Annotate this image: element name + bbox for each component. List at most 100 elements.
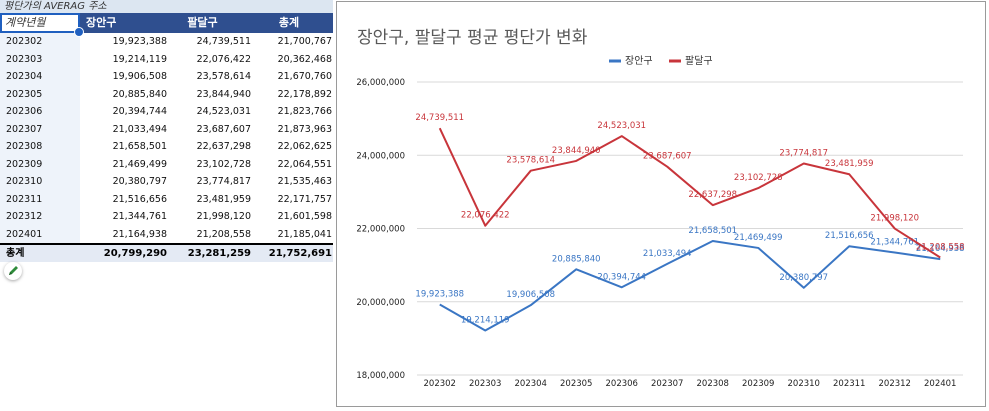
table-row[interactable]: 202312 21,344,761 21,998,120 21,601,598 xyxy=(0,208,333,226)
row-total: 21,700,767 xyxy=(277,36,332,47)
x-tick-label: 202308 xyxy=(697,379,729,389)
row-paldal: 23,481,959 xyxy=(196,193,251,205)
x-tick-label: 202306 xyxy=(606,379,638,389)
x-tick-label: 202309 xyxy=(742,379,774,389)
data-label: 23,102,728 xyxy=(734,173,783,183)
row-paldal: 23,102,728 xyxy=(196,158,251,170)
table-row[interactable]: 202309 21,469,499 23,102,728 22,064,551 xyxy=(0,155,333,173)
chart-title: 장안구, 팔달구 평균 평단가 변화 xyxy=(357,28,588,48)
row-month: 202306 xyxy=(0,103,80,121)
row-total: 22,171,757 xyxy=(277,193,332,205)
row-jangan: 21,033,494 xyxy=(112,123,167,135)
data-label: 22,637,298 xyxy=(688,190,737,200)
data-label: 20,380,797 xyxy=(779,273,828,283)
data-label: 24,523,031 xyxy=(597,121,646,131)
total-all: 21,752,691 xyxy=(268,248,332,259)
row-jangan: 21,164,938 xyxy=(112,228,167,240)
data-label: 21,516,656 xyxy=(825,231,874,241)
x-tick-label: 202305 xyxy=(560,379,592,389)
data-label: 22,076,422 xyxy=(461,211,510,221)
data-label: 21,033,494 xyxy=(643,249,692,259)
row-month: 202310 xyxy=(0,173,80,191)
table-row[interactable]: 202307 21,033,494 23,687,607 21,873,963 xyxy=(0,120,333,138)
row-jangan: 21,344,761 xyxy=(112,211,167,222)
x-tick-label: 202307 xyxy=(651,379,683,389)
row-paldal: 23,844,940 xyxy=(196,88,251,100)
y-tick-label: 24,000,000 xyxy=(356,151,405,161)
row-month: 202303 xyxy=(0,50,80,68)
row-jangan: 19,923,388 xyxy=(112,36,167,47)
data-label: 19,214,119 xyxy=(461,316,510,326)
line-chart: 18,000,000 20,000,000 22,000,000 24,000,000… xyxy=(356,55,965,389)
table-row[interactable]: 202401 21,164,938 21,208,558 21,185,041 xyxy=(0,225,333,243)
row-total: 21,873,963 xyxy=(277,123,332,135)
data-label: 23,774,817 xyxy=(779,148,828,158)
row-jangan: 20,380,797 xyxy=(112,176,167,187)
x-tick-label: 202310 xyxy=(788,379,820,389)
data-label: 23,578,614 xyxy=(506,156,555,166)
data-label: 21,469,499 xyxy=(734,233,783,243)
row-total: 21,670,760 xyxy=(277,71,332,82)
y-tick-label: 18,000,000 xyxy=(356,371,405,381)
x-tick-label: 202401 xyxy=(924,379,956,389)
header-paldal[interactable]: 팔달구 xyxy=(187,16,218,29)
row-month: 202302 xyxy=(0,33,80,51)
row-month: 202305 xyxy=(0,85,80,103)
y-tick-label: 26,000,000 xyxy=(356,78,405,88)
row-month: 202311 xyxy=(0,190,80,208)
table-row[interactable]: 202306 20,394,744 24,523,031 21,823,766 xyxy=(0,103,333,121)
row-paldal: 24,739,511 xyxy=(196,36,251,47)
pivot-total-row[interactable]: 총계 20,799,290 23,281,259 21,752,691 xyxy=(0,243,333,262)
row-paldal: 24,523,031 xyxy=(196,106,251,117)
row-paldal: 22,076,422 xyxy=(196,53,251,65)
x-tick-label: 202311 xyxy=(833,379,865,389)
total-paldal: 23,281,259 xyxy=(187,248,251,259)
row-total: 21,535,463 xyxy=(277,176,332,187)
table-row[interactable]: 202310 20,380,797 23,774,817 21,535,463 xyxy=(0,173,333,191)
chart-area[interactable]: 장안구, 팔달구 평균 평단가 변화 18,000,000 20,000,000 2… xyxy=(336,1,986,407)
pivot-title: 평단가의 AVERAG 주소 xyxy=(0,0,333,13)
series-line-jangan xyxy=(439,240,941,332)
legend-label: 장안구 xyxy=(625,55,653,67)
data-label: 23,481,959 xyxy=(825,159,874,169)
header-total[interactable]: 총계 xyxy=(278,16,300,29)
row-paldal: 21,208,558 xyxy=(196,228,251,240)
data-label: 23,844,940 xyxy=(552,146,601,156)
data-label: 21,998,120 xyxy=(870,214,919,224)
x-tick-label: 202303 xyxy=(469,379,501,389)
table-row[interactable]: 202305 20,885,840 23,844,940 22,178,892 xyxy=(0,85,333,103)
pivot-table: 평단가의 AVERAG 주소 계약년월 장안구 팔달구 총계 202302 19,… xyxy=(0,0,333,262)
table-row[interactable]: 202302 19,923,388 24,739,511 21,700,767 xyxy=(0,33,333,51)
data-label: 23,687,607 xyxy=(643,152,692,162)
row-jangan: 19,906,508 xyxy=(112,71,167,82)
total-label: 총계 xyxy=(6,248,25,259)
row-total: 22,062,625 xyxy=(277,141,332,152)
row-total: 21,185,041 xyxy=(277,228,332,240)
row-month: 202309 xyxy=(0,155,80,173)
pencil-icon[interactable] xyxy=(4,262,22,280)
row-jangan: 19,214,119 xyxy=(112,53,167,65)
x-tick-label: 202312 xyxy=(879,379,911,389)
header-contract-month[interactable]: 계약년월 xyxy=(0,13,84,37)
x-tick-label: 202302 xyxy=(424,379,456,389)
row-total: 20,362,468 xyxy=(277,53,332,65)
row-jangan: 20,885,840 xyxy=(112,88,167,100)
table-row[interactable]: 202311 21,516,656 23,481,959 22,171,757 xyxy=(0,190,333,208)
y-tick-label: 20,000,000 xyxy=(356,298,405,308)
data-label: 21,208,558 xyxy=(916,242,965,252)
row-paldal: 21,998,120 xyxy=(196,211,251,222)
row-month: 202312 xyxy=(0,208,80,226)
header-jangan[interactable]: 장안구 xyxy=(86,16,117,29)
table-row[interactable]: 202308 21,658,501 22,637,298 22,062,625 xyxy=(0,138,333,156)
row-total: 22,178,892 xyxy=(277,88,332,100)
row-total: 22,064,551 xyxy=(277,158,332,170)
row-jangan: 21,658,501 xyxy=(112,141,167,152)
series-line-paldal xyxy=(438,127,941,259)
data-label: 21,658,501 xyxy=(688,226,737,236)
table-row[interactable]: 202304 19,906,508 23,578,614 21,670,760 xyxy=(0,68,333,86)
row-total: 21,601,598 xyxy=(277,211,332,222)
row-month: 202401 xyxy=(0,225,80,243)
x-tick-label: 202304 xyxy=(515,379,547,389)
row-paldal: 23,687,607 xyxy=(196,123,251,135)
table-row[interactable]: 202303 19,214,119 22,076,422 20,362,468 xyxy=(0,50,333,68)
